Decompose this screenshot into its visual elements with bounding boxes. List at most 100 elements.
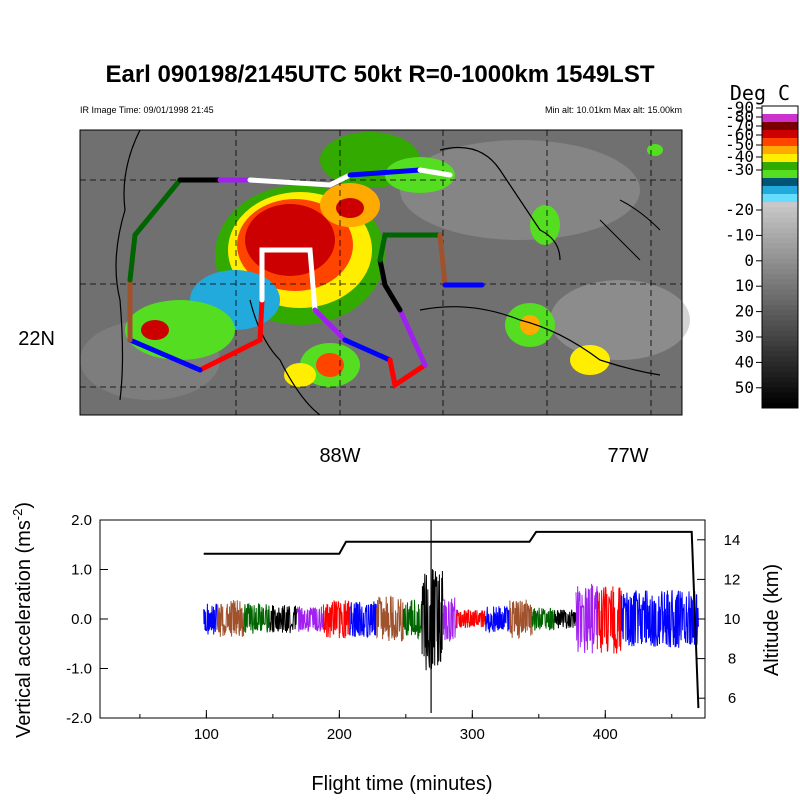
acceleration-segment [554,609,577,629]
flight-track [127,167,485,390]
satellite-map [79,129,690,416]
colorbar-swatch [762,178,798,187]
y-tick-label: 1.0 [71,562,92,579]
y2-tick-label: 12 [724,571,741,588]
colorbar-swatch [762,194,798,203]
colorbar-gray-step [762,258,798,265]
colorbar-gray-step [762,335,798,342]
colorbar-swatch [762,114,798,123]
y2-tick-label: 8 [728,651,736,668]
acceleration-segment [485,605,510,634]
y-axis-label-exponent: -2 [10,509,25,521]
colorbar-gray-step [762,361,798,368]
acceleration-segment [296,606,324,632]
y-tick-label: -2.0 [66,710,92,727]
colorbar-label: 0 [744,251,754,270]
altitude-range-label: Min alt: 10.01km Max alt: 15.00km [545,105,682,115]
acceleration-signal [203,520,699,713]
acceleration-segment [376,595,404,642]
x-tick-label: 100 [194,726,219,743]
colorbar-swatch [762,130,798,139]
colorbar-label: -50 [725,135,754,154]
colorbar-label: -90 [725,98,754,117]
colorbar-gray-step [762,289,798,296]
colorbar-gray-step [762,207,798,213]
colorbar-label: 20 [735,302,754,321]
colorbar-label: -80 [725,107,754,126]
colorbar-gray-step [762,217,798,224]
colorbar-gray-step [762,397,798,404]
colorbar-swatch [762,146,798,155]
colorbar-label: 50 [735,378,754,397]
acceleration-segment [455,609,487,629]
colorbar-swatch [762,106,798,115]
acceleration-segment [203,603,218,635]
colorbar-gray-step [762,232,798,239]
colorbar-gray-step [762,356,798,363]
colorbar-gray-step [762,248,798,254]
colorbar-gray-step [762,330,798,337]
y2-axis-label: Altitude (km) [761,564,783,676]
colorbar-gray-step [762,315,798,321]
colorbar-label: -10 [725,225,754,244]
colorbar-gray-step [762,341,798,347]
y-axis-label-text: Vertical acceleration (ms [13,520,35,738]
x-tick-label: 200 [327,726,352,743]
colorbar-gray-step [762,310,798,316]
acceleration-segment [575,583,598,654]
colorbar-gray-step [762,305,798,311]
colorbar-gray-step [762,222,798,229]
colorbar-gray-step [762,263,798,270]
acceleration-segment [402,599,423,640]
colorbar-label: 40 [735,352,754,371]
colorbar-label: -30 [725,160,754,179]
ir-time-label: IR Image Time: 09/01/1998 21:45 [80,105,214,115]
colorbar-gray-step [762,366,798,373]
colorbar-gray-step [762,387,798,394]
y2-tick-label: 10 [724,611,741,628]
figure-title: Earl 090198/2145UTC 50kt R=0-1000km 1549… [105,61,654,88]
colorbar-label: 10 [735,276,754,295]
acceleration-segment [216,600,245,637]
colorbar-gray-step [762,346,798,352]
colorbar-frame [761,105,799,409]
colorbar-swatch [762,162,798,171]
axes: 100 200 300 400 2.0 1.0 0.0 -1.0 -2.0 6 8 10 12 14 [66,512,740,743]
x-axis-label: Flight time (minutes) [311,773,492,795]
acceleration-segment [596,586,622,654]
colorbar-gray-step [762,284,798,291]
altitude-series [203,530,700,709]
acceleration-segment [269,605,298,634]
colorbar-label: 30 [735,327,754,346]
x-tick-label: 400 [593,726,618,743]
longitude-label-88w: 88W [319,445,360,467]
colorbar-gray-step [762,325,798,332]
colorbar-gray-step [762,212,798,218]
acceleration-segment [349,601,378,639]
x-tick-label: 300 [460,726,485,743]
acceleration-segment [421,569,444,671]
colorbar-gray-step [762,202,798,208]
y-tick-label: 2.0 [71,512,92,529]
acceleration-segment [442,597,457,642]
colorbar-swatch [762,138,798,147]
colorbar-label: -20 [725,200,754,219]
acceleration-segment [509,599,533,640]
y-tick-label: -1.0 [66,661,92,678]
y2-tick-label: 14 [724,532,741,549]
acceleration-altitude-chart: 100 200 300 400 2.0 1.0 0.0 -1.0 -2.0 6 8 10 12 14 [66,512,740,743]
colorbar-label: -40 [725,147,754,166]
colorbar-gray-step [762,279,798,285]
colorbar-gray-step [762,294,798,301]
acceleration-segment [531,607,556,631]
colorbar-gray-step [762,227,798,234]
colorbar-gray-step [762,243,798,249]
colorbar-gray-step [762,238,798,244]
colorbar-gray-step [762,320,798,327]
colorbar-gray-step [762,392,798,399]
colorbar-swatch [762,154,798,163]
acceleration-segment [322,600,351,639]
colorbar-gray-step [762,377,798,383]
colorbar-label: -60 [725,125,754,144]
